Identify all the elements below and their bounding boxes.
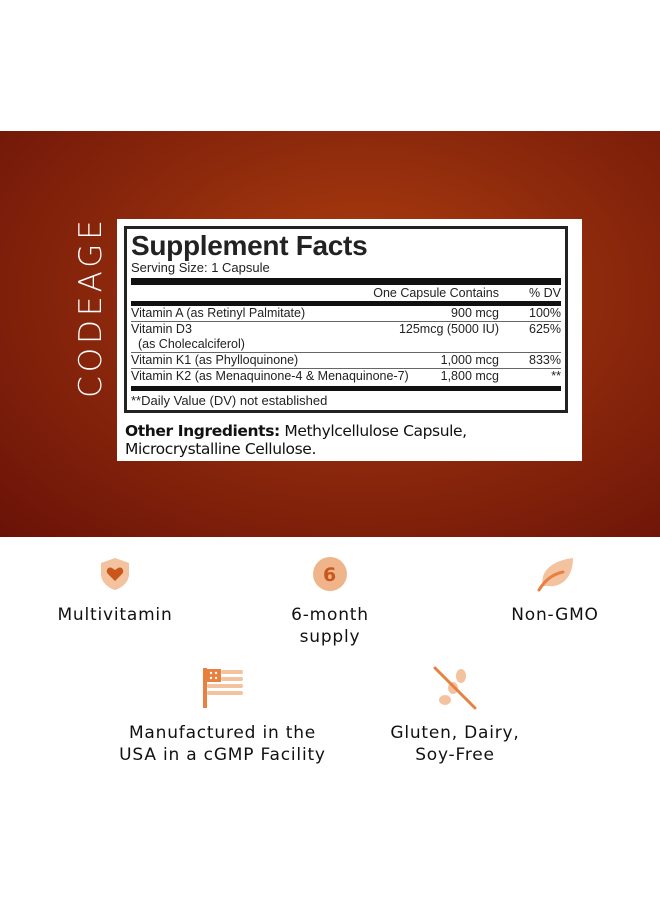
other-text: Methylcellulose Capsule, Microcrystallin… <box>125 422 467 458</box>
table-row: Vitamin K2 (as Menaquinone-4 & Menaquino… <box>131 369 561 384</box>
leaf-icon <box>537 558 573 592</box>
nutrient-name: Vitamin K2 (as Menaquinone-4 & Menaquino… <box>131 369 409 383</box>
dv: 625% <box>529 322 561 336</box>
facts-title: Supplement Facts <box>131 230 368 261</box>
shield-heart-icon <box>101 558 129 590</box>
feature-label: Gluten, Dairy, <box>390 723 520 743</box>
table-row: Vitamin D3 (as Cholecalciferol) 125mcg (5… <box>131 322 561 353</box>
table-header: One Capsule Contains % DV <box>131 286 561 301</box>
col-amount: One Capsule Contains <box>373 286 499 300</box>
nutrient-name: Vitamin A (as Retinyl Palmitate) <box>131 306 306 320</box>
no-wheat-icon <box>433 666 477 710</box>
feature-label: Multivitamin <box>57 605 173 625</box>
feature-label: 6-month <box>291 605 369 625</box>
dv: 833% <box>529 353 561 367</box>
feature-multivitamin: Multivitamin <box>35 556 195 626</box>
feature-label: Non-GMO <box>511 605 599 625</box>
feature-label: Soy-Free <box>415 745 495 765</box>
table-row: Vitamin K1 (as Phylloquinone) 1,000 mcg 83… <box>131 353 561 369</box>
dv: 100% <box>529 306 561 320</box>
nutrient-name: Vitamin K1 (as Phylloquinone) <box>131 353 299 367</box>
amount: 125mcg (5000 IU) <box>398 322 499 336</box>
dv: ** <box>551 369 561 383</box>
svg-text:6: 6 <box>323 564 337 586</box>
divider <box>131 278 561 285</box>
amount: 1,800 mcg <box>440 369 499 383</box>
brand-logo: CODEAGE <box>66 216 116 398</box>
amount: 900 mcg <box>451 306 499 320</box>
feature-non-gmo: Non-GMO <box>475 556 635 626</box>
nutrient-sub: (as Cholecalciferol) <box>137 337 245 351</box>
supplement-panel: Supplement Facts Serving Size: 1 Capsule… <box>117 219 582 461</box>
other-label: Other Ingredients: <box>125 422 280 440</box>
brand-text: CODEAGE <box>73 215 109 398</box>
serving-size: Serving Size: 1 Capsule <box>131 260 270 275</box>
supplement-facts-table: Supplement Facts Serving Size: 1 Capsule… <box>124 226 568 413</box>
feature-usa: Manufactured in the USA in a cGMP Facili… <box>100 666 345 766</box>
feature-allergen-free: Gluten, Dairy, Soy-Free <box>365 666 545 766</box>
feature-label: Manufactured in the <box>128 723 317 743</box>
table-row: Vitamin A (as Retinyl Palmitate) 900 mcg 1… <box>131 306 561 322</box>
feature-6-month: 6 6-month supply <box>250 556 410 648</box>
six-circle-icon: 6 <box>313 557 347 591</box>
divider <box>131 301 561 306</box>
feature-label: USA in a cGMP Facility <box>119 745 326 765</box>
feature-label: supply <box>299 627 361 647</box>
other-ingredients: Other Ingredients: Methylcellulose Capsu… <box>125 422 580 458</box>
nutrient-name: Vitamin D3 <box>131 322 192 336</box>
col-dv: % DV <box>529 286 561 300</box>
divider <box>131 386 561 391</box>
amount: 1,000 mcg <box>440 353 499 367</box>
usa-flag-icon <box>202 668 243 708</box>
dv-note: **Daily Value (DV) not established <box>131 393 328 408</box>
